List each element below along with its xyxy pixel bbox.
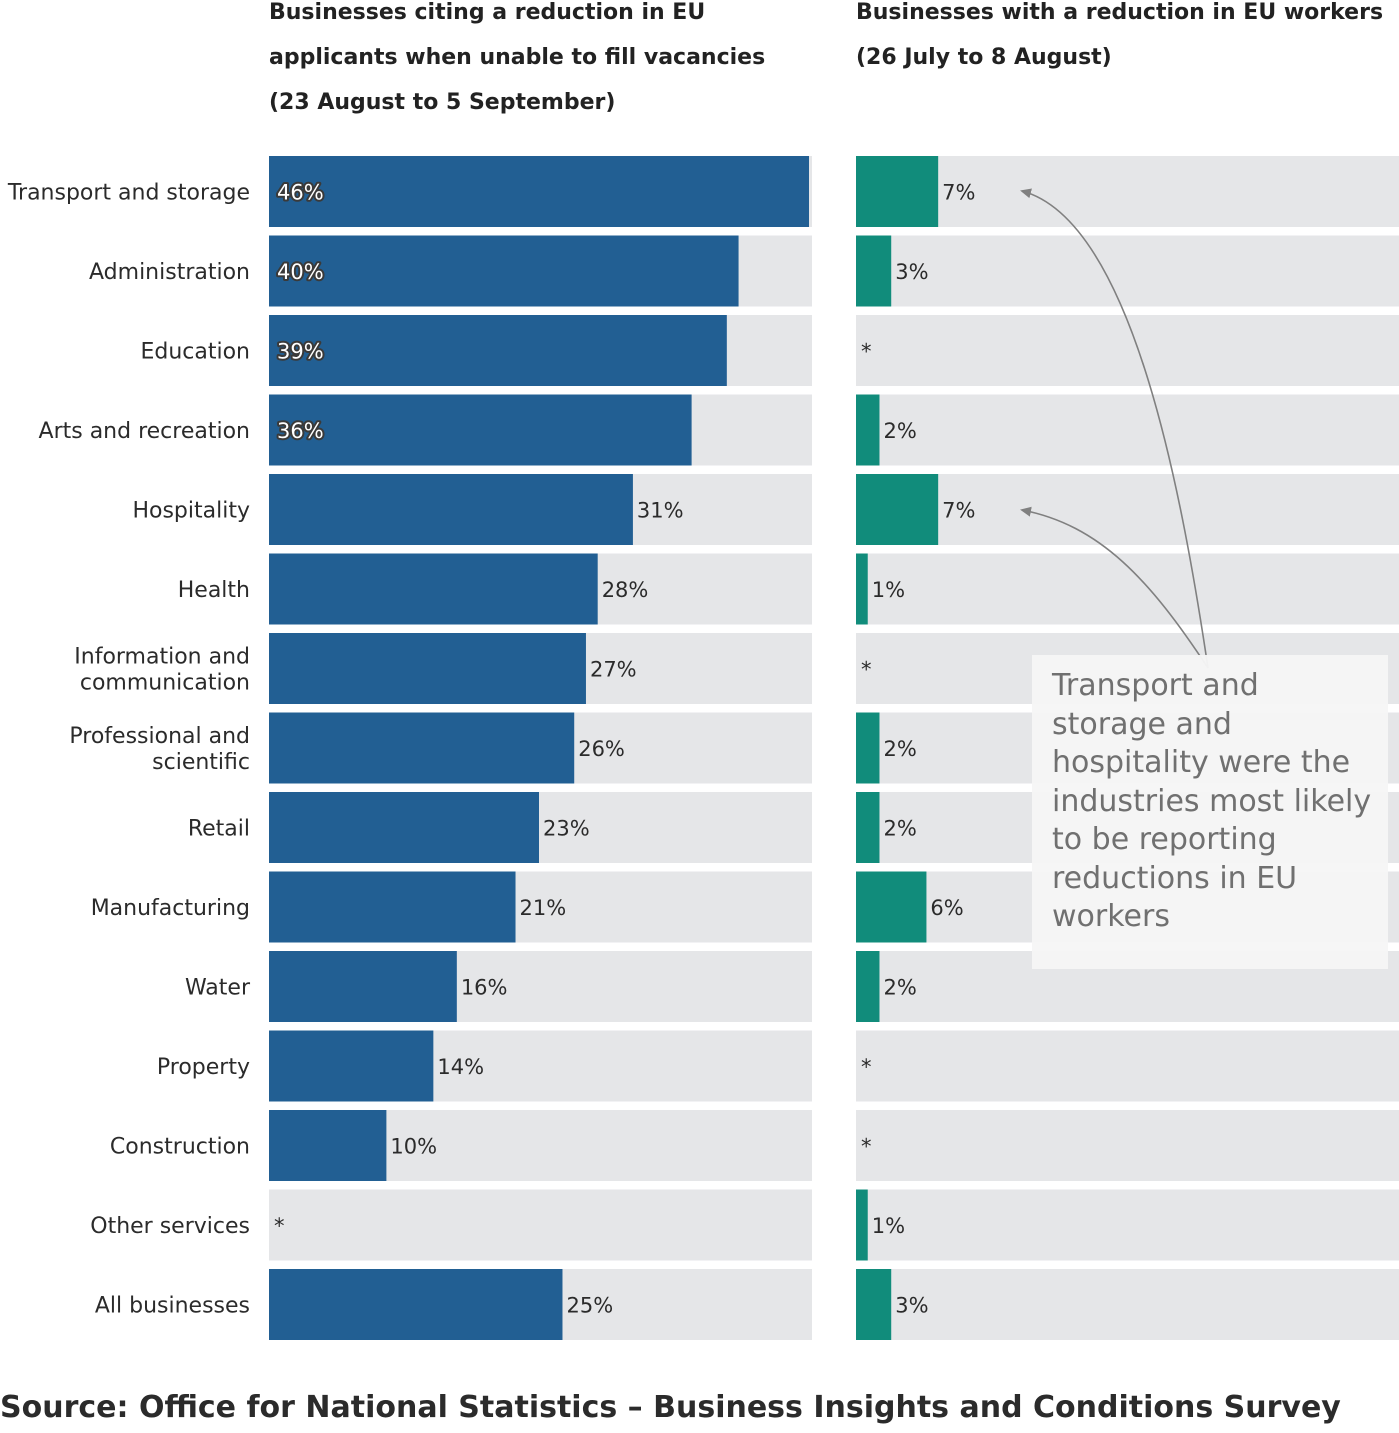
category-label: Water: [185, 976, 251, 1001]
left-value-label: 31%: [637, 499, 684, 523]
right-value-label: 1%: [872, 1214, 905, 1238]
category-label: Education: [140, 340, 250, 365]
source-note: Source: Office for National Statistics –…: [0, 1390, 1341, 1425]
left-bar: [269, 315, 727, 386]
left-value-label: 23%: [543, 817, 590, 841]
left-bar: [269, 1110, 387, 1181]
left-value-label: 27%: [590, 658, 637, 682]
right-track: [856, 553, 1399, 625]
right-bar: [856, 871, 927, 943]
left-panel-title: Businesses citing a reduction in EU appl…: [269, 0, 766, 115]
left-value-label: 21%: [520, 896, 567, 920]
category-label: Arts and recreation: [39, 419, 250, 444]
right-bar: [856, 712, 880, 784]
right-value-label: 2%: [883, 419, 916, 443]
right-track: [856, 1189, 1399, 1261]
left-value-label: 16%: [461, 976, 508, 1000]
category-label: Information and communication: [74, 645, 250, 696]
left-track: [269, 1189, 812, 1261]
right-value-label: 2%: [883, 976, 916, 1000]
left-bar: [269, 553, 598, 625]
left-bar: [269, 235, 739, 307]
left-value-label: 39%: [277, 340, 324, 364]
right-value-label: *: [861, 658, 872, 682]
right-value-label: 3%: [895, 1294, 928, 1318]
annotation-box: Transport and storage and hospitality we…: [1032, 655, 1388, 969]
right-track: [856, 1269, 1399, 1340]
category-label: Transport and storage: [7, 181, 250, 206]
left-value-label: 40%: [277, 260, 324, 284]
left-bar: [269, 1030, 434, 1102]
category-label: Manufacturing: [91, 896, 250, 921]
right-value-label: 1%: [872, 578, 905, 602]
right-value-label: 3%: [895, 260, 928, 284]
right-track: [856, 394, 1399, 466]
right-value-label: 2%: [883, 737, 916, 761]
right-bar: [856, 156, 939, 227]
left-bar: [269, 871, 516, 943]
category-label: Other services: [90, 1214, 250, 1239]
left-value-label: 14%: [437, 1055, 484, 1079]
category-label: Construction: [110, 1135, 250, 1160]
left-value-label: 46%: [277, 181, 324, 205]
left-value-label: 36%: [277, 419, 324, 443]
right-track: [856, 235, 1399, 307]
category-label: Property: [157, 1055, 250, 1080]
right-track: [856, 156, 1399, 227]
right-track: [856, 1110, 1399, 1181]
right-track: [856, 1030, 1399, 1102]
right-value-label: 7%: [942, 181, 975, 205]
right-bar: [856, 474, 939, 545]
left-bar: [269, 394, 692, 466]
left-bar: [269, 474, 633, 545]
right-bar: [856, 1269, 892, 1340]
left-bar: [269, 156, 809, 227]
right-bar: [856, 235, 892, 307]
right-value-label: 7%: [942, 499, 975, 523]
right-bar: [856, 792, 880, 863]
category-label: Health: [178, 578, 250, 603]
left-value-label: 10%: [390, 1135, 437, 1159]
left-value-label: *: [274, 1214, 285, 1238]
left-bar: [269, 1269, 563, 1340]
right-bar: [856, 1189, 868, 1261]
category-label: Retail: [188, 817, 250, 842]
category-label: Administration: [89, 260, 250, 285]
category-label: Professional and scientific: [69, 724, 250, 775]
annotation-arrow-hospitality: [1020, 506, 1209, 669]
left-value-label: 28%: [602, 578, 649, 602]
left-bar: [269, 951, 457, 1022]
left-value-label: 26%: [578, 737, 625, 761]
right-value-label: *: [861, 1135, 872, 1159]
annotation-arrow-transport: [1020, 188, 1209, 669]
right-value-label: 6%: [930, 896, 963, 920]
right-bar: [856, 951, 880, 1022]
right-panel-title: Businesses with a reduction in EU worker…: [856, 0, 1384, 70]
right-value-label: 2%: [883, 817, 916, 841]
left-value-label: 25%: [566, 1294, 613, 1318]
right-track: [856, 315, 1399, 386]
category-label: Hospitality: [132, 499, 250, 524]
left-bar: [269, 712, 575, 784]
right-value-label: *: [861, 340, 872, 364]
right-track: [856, 474, 1399, 545]
left-bar: [269, 792, 539, 863]
category-label: All businesses: [95, 1294, 250, 1319]
right-value-label: *: [861, 1055, 872, 1079]
right-bar: [856, 394, 880, 466]
left-bar: [269, 633, 586, 704]
right-bar: [856, 553, 868, 625]
